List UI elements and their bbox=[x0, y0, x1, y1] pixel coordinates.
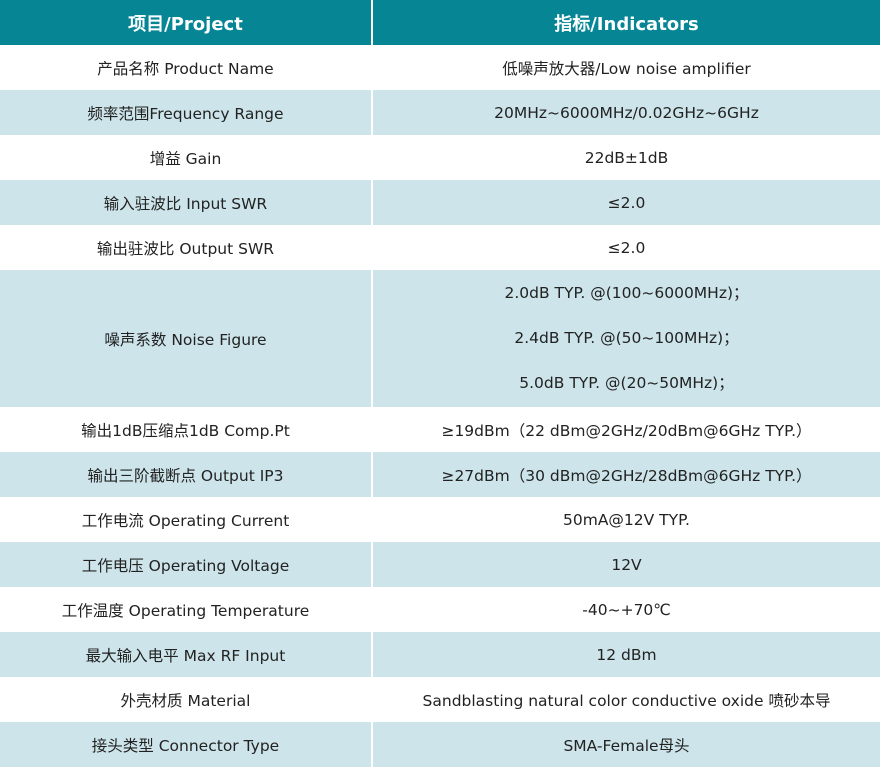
table-row: 产品名称 Product Name 低噪声放大器/Low noise amplif… bbox=[0, 45, 880, 90]
table-row: 噪声系数 Noise Figure 2.0dB TYP. @(100~6000MH… bbox=[0, 270, 880, 407]
value-cell: Sandblasting natural color conductive ox… bbox=[422, 691, 831, 710]
value-cell: ≥19dBm（22 dBm@2GHz/20dBm@6GHz TYP.） bbox=[441, 421, 812, 440]
item-cell: 噪声系数 Noise Figure bbox=[0, 270, 371, 407]
item-cell: 工作电流 Operating Current bbox=[81, 511, 290, 530]
value-cell: 12V bbox=[373, 542, 880, 587]
table-row: 输出三阶截断点 Output IP3 ≥27dBm（30 dBm@2GHz/28d… bbox=[0, 452, 880, 497]
value-line: 2.4dB TYP. @(50~100MHz)； bbox=[514, 329, 739, 347]
table-row: 工作温度 Operating Temperature -40~+70℃ bbox=[0, 587, 880, 632]
table-header: 项目/Project 指标/Indicators bbox=[0, 0, 880, 45]
item-cell: 工作温度 Operating Temperature bbox=[61, 601, 310, 620]
table-row: 频率范围Frequency Range 20MHz~6000MHz/0.02GHz… bbox=[0, 90, 880, 135]
item-cell: 输出三阶截断点 Output IP3 bbox=[0, 452, 371, 497]
item-cell: 输出驻波比 Output SWR bbox=[96, 239, 275, 258]
header-project: 项目/Project bbox=[0, 0, 371, 45]
value-cell: 2.0dB TYP. @(100~6000MHz)； 2.4dB TYP. @(5… bbox=[373, 270, 880, 407]
value-cell: ≤2.0 bbox=[607, 238, 646, 257]
table-row: 最大输入电平 Max RF Input 12 dBm bbox=[0, 632, 880, 677]
item-cell: 工作电压 Operating Voltage bbox=[0, 542, 371, 587]
item-cell: 增益 Gain bbox=[149, 149, 222, 168]
value-cell: SMA-Female母头 bbox=[373, 722, 880, 767]
value-cell: -40~+70℃ bbox=[582, 600, 671, 619]
value-line: 5.0dB TYP. @(20~50MHz)； bbox=[519, 374, 734, 392]
value-cell: 低噪声放大器/Low noise amplifier bbox=[502, 59, 751, 78]
table-row: 输入驻波比 Input SWR ≤2.0 bbox=[0, 180, 880, 225]
table-row: 接头类型 Connector Type SMA-Female母头 bbox=[0, 722, 880, 767]
value-cell: 50mA@12V TYP. bbox=[563, 510, 690, 529]
table-row: 外壳材质 Material Sandblasting natural color … bbox=[0, 677, 880, 722]
item-cell: 最大输入电平 Max RF Input bbox=[0, 632, 371, 677]
table-row: 工作电压 Operating Voltage 12V bbox=[0, 542, 880, 587]
table-row: 工作电流 Operating Current 50mA@12V TYP. bbox=[0, 497, 880, 542]
header-indicators: 指标/Indicators bbox=[373, 0, 880, 45]
item-cell: 输入驻波比 Input SWR bbox=[0, 180, 371, 225]
value-cell: 12 dBm bbox=[373, 632, 880, 677]
table-row: 输出1dB压缩点1dB Comp.Pt ≥19dBm（22 dBm@2GHz/20… bbox=[0, 407, 880, 452]
table-row: 增益 Gain 22dB±1dB bbox=[0, 135, 880, 180]
value-cell: 22dB±1dB bbox=[584, 148, 669, 167]
value-line: 2.0dB TYP. @(100~6000MHz)； bbox=[504, 284, 749, 302]
item-cell: 频率范围Frequency Range bbox=[0, 90, 371, 135]
item-cell: 外壳材质 Material bbox=[120, 691, 251, 710]
value-cell: ≤2.0 bbox=[373, 180, 880, 225]
item-cell: 产品名称 Product Name bbox=[97, 59, 274, 78]
table-row: 输出驻波比 Output SWR ≤2.0 bbox=[0, 225, 880, 270]
item-cell: 输出1dB压缩点1dB Comp.Pt bbox=[81, 421, 290, 440]
item-cell: 接头类型 Connector Type bbox=[0, 722, 371, 767]
value-cell: 20MHz~6000MHz/0.02GHz~6GHz bbox=[373, 90, 880, 135]
value-cell: ≥27dBm（30 dBm@2GHz/28dBm@6GHz TYP.） bbox=[373, 452, 880, 497]
